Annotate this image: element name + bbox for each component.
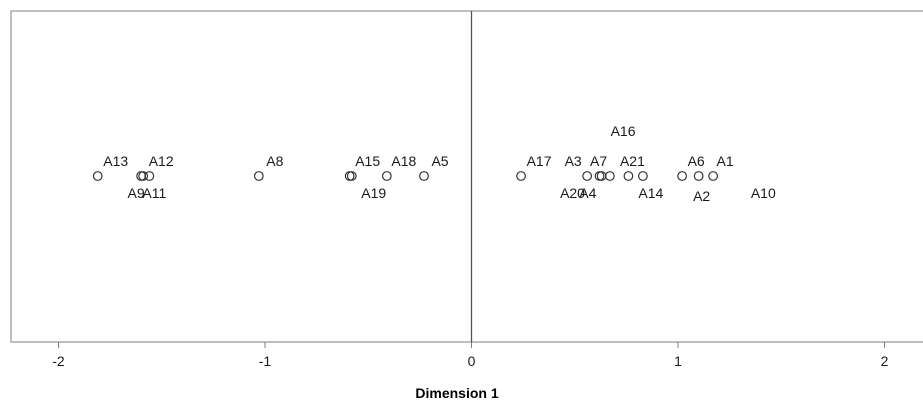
- data-point-a12: [138, 171, 149, 181]
- data-point-a8: [253, 171, 264, 181]
- data-point-a7: [596, 171, 607, 181]
- point-label-a7: A7: [590, 153, 607, 169]
- point-label-a18: A18: [391, 153, 416, 169]
- point-label-a21: A21: [620, 153, 645, 169]
- data-point-a2: [693, 171, 704, 181]
- point-label-a10: A10: [751, 185, 776, 201]
- point-label-a14: A14: [638, 185, 663, 201]
- data-point-a18: [381, 171, 392, 181]
- data-point-a14: [637, 171, 648, 181]
- point-label-a5: A5: [431, 153, 448, 169]
- x-tick-label: 1: [674, 353, 682, 369]
- point-label-a19: A19: [361, 185, 386, 201]
- data-point-a17: [516, 171, 526, 181]
- data-point-a20: [594, 171, 605, 181]
- point-label-a15: A15: [355, 153, 380, 169]
- point-label-a17: A17: [527, 153, 552, 169]
- data-point-a11: [144, 171, 155, 181]
- point-label-a9: A9: [128, 185, 145, 201]
- x-tick-label: 0: [468, 353, 476, 369]
- data-point-a13: [92, 171, 103, 181]
- data-point-a4: [604, 171, 615, 181]
- x-tick-label: 2: [881, 353, 889, 369]
- data-point-a3: [582, 171, 593, 181]
- point-label-a16: A16: [611, 123, 636, 139]
- point-label-a4: A4: [579, 185, 596, 201]
- data-point-a15: [344, 171, 355, 181]
- data-point-a19: [346, 171, 357, 181]
- point-label-a6: A6: [688, 153, 705, 169]
- data-point-a5: [419, 171, 429, 181]
- point-label-a3: A3: [565, 153, 582, 169]
- x-tick-label: -1: [259, 353, 272, 369]
- x-tick-label: -2: [52, 353, 65, 369]
- data-point-a6: [677, 171, 688, 181]
- x-axis-ticks: -2 -1 0 1 2: [52, 342, 889, 369]
- data-point-a9: [136, 171, 147, 181]
- x-axis-title: Dimension 1: [415, 385, 498, 401]
- data-point-a21: [623, 171, 634, 181]
- plot-frame: [10, 10, 923, 343]
- data-point-a1: [708, 171, 719, 181]
- point-label-a2: A2: [693, 188, 710, 204]
- point-label-a11: A11: [142, 185, 166, 201]
- point-label-a20: A20: [560, 185, 585, 201]
- data-points: [92, 171, 719, 181]
- point-label-a8: A8: [266, 153, 283, 169]
- point-label-a13: A13: [103, 153, 128, 169]
- point-label-a12: A12: [149, 153, 174, 169]
- point-label-a1: A1: [717, 153, 734, 169]
